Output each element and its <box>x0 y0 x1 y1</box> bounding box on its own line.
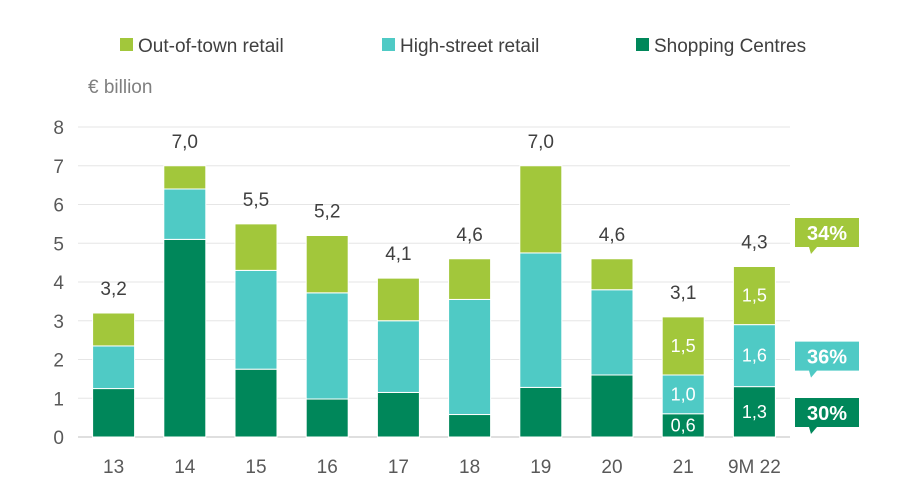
bar-segment <box>305 235 349 294</box>
bar-segment <box>163 238 207 438</box>
bar-total-label: 5,5 <box>243 190 269 211</box>
x-tick-label: 21 <box>673 457 694 478</box>
bar-segment <box>519 165 563 254</box>
legend: Out-of-town retail High-street retail Shop… <box>120 36 806 57</box>
share-callout-label: 34% <box>807 223 847 245</box>
legend-swatch-1 <box>382 38 395 51</box>
bar-segment <box>661 316 705 376</box>
bar-segment <box>590 258 634 291</box>
bar-segment <box>732 324 776 388</box>
y-axis: 0 1 2 3 4 5 6 7 8 <box>53 118 64 449</box>
x-tick-label: 16 <box>317 457 338 478</box>
legend-swatch-2 <box>636 38 649 51</box>
bar-segment <box>234 368 278 438</box>
bar-segment <box>590 374 634 438</box>
bar-total-label: 3,2 <box>100 279 126 300</box>
segment-value-label: 0,6 <box>671 415 696 435</box>
bar-segment <box>376 277 420 322</box>
y-tick-label: 1 <box>53 389 64 410</box>
y-tick-label: 2 <box>53 351 64 372</box>
bar-segment <box>234 269 278 370</box>
bar-segment <box>305 292 349 400</box>
segment-value-label: 1,3 <box>742 402 767 422</box>
x-axis: 13 14 15 16 17 18 19 20 21 9M 22 <box>103 457 781 478</box>
legend-swatch-0 <box>120 38 133 51</box>
segment-value-label: 1,0 <box>671 384 696 404</box>
data-labels: 3,2 7,0 5,5 5,2 4,1 4,6 7,0 4,6 3,1 4,3 0,6 1,0 1,5 1… <box>100 132 767 436</box>
bar-segment <box>305 398 349 438</box>
x-tick-label: 18 <box>459 457 480 478</box>
bar-total-label: 4,6 <box>456 225 482 246</box>
bar-total-label: 7,0 <box>528 132 554 153</box>
share-callout-label: 36% <box>807 347 847 369</box>
bar-segment <box>92 312 136 347</box>
bar-segment <box>448 298 492 416</box>
x-tick-label: 14 <box>174 457 196 478</box>
y-tick-label: 5 <box>53 234 64 255</box>
bar-segment <box>163 165 207 190</box>
segment-value-label: 1,5 <box>742 286 767 306</box>
bar-segment <box>519 252 563 388</box>
x-tick-label: 17 <box>388 457 409 478</box>
bar-segment <box>732 386 776 438</box>
bar-segment <box>92 388 136 438</box>
bar-segment <box>234 223 278 271</box>
y-tick-label: 0 <box>53 428 64 449</box>
bar-segment <box>376 391 420 438</box>
share-callout-box <box>795 341 859 378</box>
y-tick-label: 6 <box>53 196 64 217</box>
segment-value-label: 1,6 <box>742 346 767 366</box>
bar-segment <box>448 258 492 300</box>
segment-value-label: 1,5 <box>671 336 696 356</box>
y-tick-label: 3 <box>53 312 64 333</box>
bar-total-label: 4,1 <box>385 244 411 265</box>
bars <box>92 165 776 438</box>
legend-label-0: Out-of-town retail <box>138 36 284 57</box>
x-tick-label: 19 <box>530 457 551 478</box>
x-tick-label: 15 <box>245 457 266 478</box>
legend-label-1: High-street retail <box>400 36 539 57</box>
x-tick-label: 13 <box>103 457 124 478</box>
unit-label: € billion <box>88 77 152 98</box>
bar-total-label: 4,3 <box>741 233 767 254</box>
legend-label-2: Shopping Centres <box>654 36 806 57</box>
bar-segment <box>732 266 776 326</box>
x-tick-label: 20 <box>601 457 622 478</box>
bar-segment <box>448 414 492 438</box>
bar-total-label: 5,2 <box>314 202 340 223</box>
y-tick-label: 7 <box>53 157 64 178</box>
bar-total-label: 3,1 <box>670 283 696 304</box>
bar-segment <box>92 345 136 390</box>
bar-segment <box>661 374 705 415</box>
y-tick-label: 4 <box>53 273 64 294</box>
bar-total-label: 4,6 <box>599 225 625 246</box>
bar-total-label: 7,0 <box>172 132 198 153</box>
x-tick-label: 9M 22 <box>728 457 781 478</box>
share-callout-box <box>795 398 859 434</box>
bar-segment <box>519 386 563 438</box>
bar-segment <box>163 188 207 240</box>
share-callout-box <box>795 218 859 254</box>
y-tick-label: 8 <box>53 118 64 139</box>
share-callouts: 34% 36% 30% <box>795 218 859 434</box>
bar-segment <box>376 320 420 393</box>
bar-segment <box>590 289 634 376</box>
share-callout-label: 30% <box>807 403 847 425</box>
